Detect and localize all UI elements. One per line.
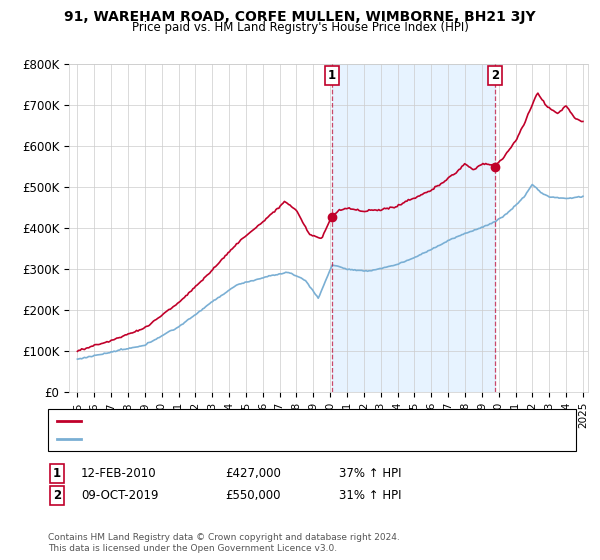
Text: Price paid vs. HM Land Registry's House Price Index (HPI): Price paid vs. HM Land Registry's House … [131,21,469,34]
Text: 91, WAREHAM ROAD, CORFE MULLEN, WIMBORNE, BH21 3JY (detached house): 91, WAREHAM ROAD, CORFE MULLEN, WIMBORNE… [87,416,496,426]
Text: 91, WAREHAM ROAD, CORFE MULLEN, WIMBORNE, BH21 3JY: 91, WAREHAM ROAD, CORFE MULLEN, WIMBORNE… [64,10,536,24]
Text: £550,000: £550,000 [225,489,281,502]
Text: 12-FEB-2010: 12-FEB-2010 [81,466,157,480]
Text: 31% ↑ HPI: 31% ↑ HPI [339,489,401,502]
Bar [332,64,495,392]
Text: 09-OCT-2019: 09-OCT-2019 [81,489,158,502]
Text: HPI: Average price, detached house, Dorset: HPI: Average price, detached house, Dors… [87,434,314,444]
Text: 1: 1 [53,466,61,480]
Text: 2: 2 [491,69,499,82]
Text: 37% ↑ HPI: 37% ↑ HPI [339,466,401,480]
Text: £427,000: £427,000 [225,466,281,480]
Text: Contains HM Land Registry data © Crown copyright and database right 2024.
This d: Contains HM Land Registry data © Crown c… [48,533,400,553]
Text: 1: 1 [328,69,336,82]
Text: 2: 2 [53,489,61,502]
